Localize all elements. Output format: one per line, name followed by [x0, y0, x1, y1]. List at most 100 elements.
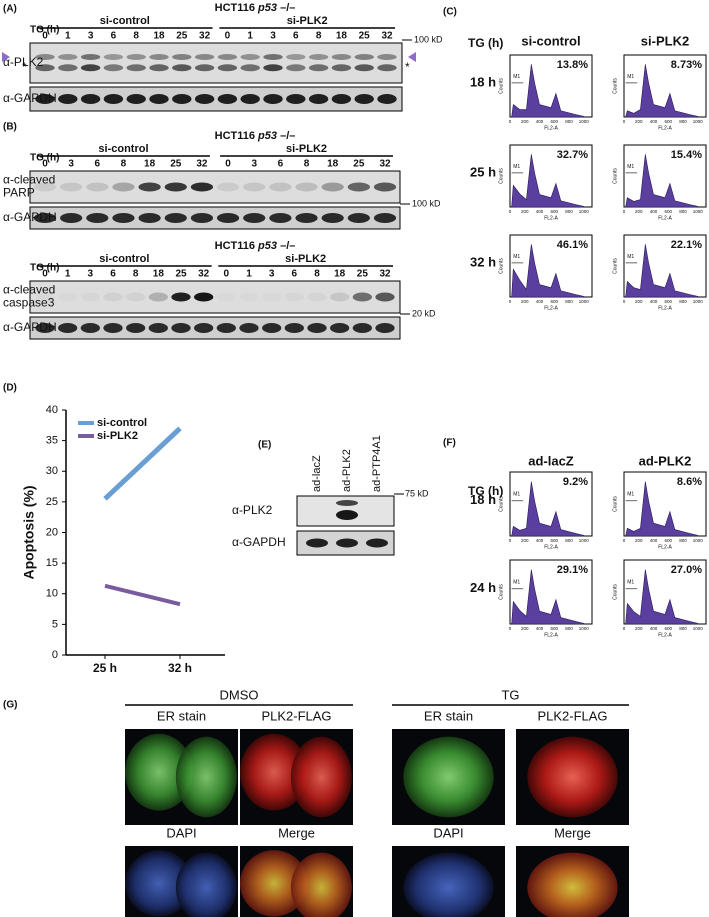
- group-label: si-control: [100, 15, 150, 27]
- row-label: α-cleaved: [3, 173, 55, 187]
- band: [285, 293, 304, 302]
- hist-x-tick: 0: [623, 538, 626, 543]
- hist-x-tick: 600: [665, 299, 673, 304]
- histogram-area: [625, 154, 699, 208]
- band: [80, 323, 100, 333]
- band: [216, 182, 240, 192]
- band: [354, 54, 374, 60]
- blot-frame: [29, 42, 403, 84]
- hist-x-tick: 800: [565, 209, 573, 214]
- lane-label: 1: [247, 31, 253, 42]
- histogram-frame: [509, 471, 593, 537]
- row-label: α-GAPDH: [3, 91, 57, 105]
- band: [35, 64, 55, 72]
- hist-y-label: Counts: [612, 496, 618, 512]
- band: [347, 213, 370, 223]
- hist-x-tick: 0: [623, 119, 626, 124]
- hist-x-tick: 1000: [579, 299, 590, 304]
- hist-x-tick: 800: [565, 626, 573, 631]
- band: [354, 94, 374, 104]
- cell: [527, 852, 618, 917]
- title-part: HCT116: [215, 2, 258, 14]
- band: [149, 54, 169, 60]
- histogram-frame: [623, 54, 707, 118]
- lane-label: 1: [65, 269, 71, 280]
- band: [194, 323, 214, 333]
- image-label: DAPI: [433, 825, 463, 840]
- image-label: ER stain: [424, 708, 473, 723]
- histogram-frame: [623, 559, 707, 625]
- y-axis-title: Apoptosis (%): [21, 485, 37, 579]
- band: [263, 94, 283, 104]
- group-label: si-control: [98, 143, 148, 155]
- hist-x-tick: 0: [623, 209, 626, 214]
- cell: [527, 736, 618, 818]
- band: [148, 323, 168, 333]
- arrowhead: [408, 52, 416, 62]
- lane-label: 3: [88, 269, 94, 280]
- hist-x-tick: 200: [635, 119, 643, 124]
- lane-label: 3: [88, 31, 94, 42]
- band: [306, 538, 328, 548]
- band: [103, 64, 124, 72]
- title-part: HCT116: [215, 240, 258, 252]
- y-tick-label: 15: [46, 557, 58, 569]
- hist-x-tick: 1000: [693, 299, 704, 304]
- band: [321, 182, 344, 192]
- y-tick-label: 0: [52, 649, 58, 661]
- lane-label: 6: [292, 269, 298, 280]
- lane-label: 6: [110, 269, 116, 280]
- band: [373, 213, 397, 223]
- arrowhead: [2, 52, 10, 62]
- band: [103, 323, 123, 333]
- hist-x-tick: 200: [521, 299, 529, 304]
- histogram-area: [511, 154, 585, 208]
- y-tick-label: 30: [46, 465, 58, 477]
- hist-x-tick: 600: [665, 626, 673, 631]
- hist-y-label: Counts: [498, 584, 504, 600]
- hist-x-label: FL2-A: [658, 632, 672, 638]
- title-part: –/–: [277, 240, 295, 252]
- title-part: p53: [257, 2, 277, 14]
- time-label: 24 h: [470, 580, 496, 595]
- gate-label: M1: [513, 254, 520, 260]
- hist-x-label: FL2-A: [658, 544, 672, 550]
- band: [172, 54, 192, 60]
- histogram-area: [511, 569, 585, 625]
- lane-label: 8: [304, 159, 310, 170]
- hist-x-tick: 0: [509, 538, 512, 543]
- band: [295, 213, 318, 223]
- percent-label: 29.1%: [557, 564, 588, 576]
- band: [331, 54, 352, 60]
- histogram-frame: [509, 559, 593, 625]
- hist-x-tick: 800: [679, 538, 687, 543]
- hist-x-tick: 0: [509, 119, 512, 124]
- cell: [290, 736, 352, 818]
- image-label: Merge: [278, 825, 315, 840]
- lane-label: 3: [270, 31, 276, 42]
- band: [126, 323, 146, 333]
- band: [243, 213, 266, 223]
- lane-label: 0: [42, 159, 48, 170]
- percent-label: 46.1%: [557, 239, 588, 251]
- hist-x-tick: 600: [551, 299, 559, 304]
- lane-label: 8: [314, 269, 320, 280]
- hist-y-label: Counts: [498, 78, 504, 94]
- histogram-area: [625, 569, 699, 625]
- band: [239, 293, 258, 302]
- hist-x-tick: 800: [679, 209, 687, 214]
- time-label: 18 h: [470, 492, 496, 507]
- hist-x-tick: 800: [679, 119, 687, 124]
- hist-x-tick: 800: [565, 299, 573, 304]
- lane-label: 0: [42, 269, 48, 280]
- image-label: ER stain: [157, 708, 206, 723]
- hist-y-label: Counts: [498, 168, 504, 184]
- lane-label: 32: [381, 31, 393, 42]
- hist-x-tick: 400: [536, 538, 544, 543]
- lane-label: 18: [336, 31, 348, 42]
- hist-x-tick: 400: [536, 209, 544, 214]
- band: [190, 213, 214, 223]
- title-part: p53: [257, 130, 277, 142]
- lane-label: 0: [42, 31, 48, 42]
- title-part: –/–: [277, 2, 295, 14]
